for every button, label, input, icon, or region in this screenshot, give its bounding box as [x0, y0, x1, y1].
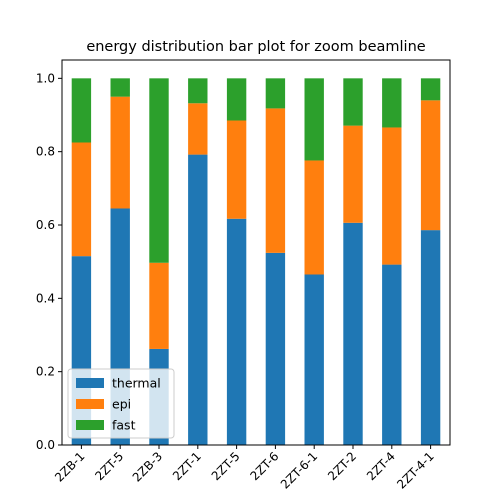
legend: thermal epi fast [67, 368, 175, 439]
legend-swatch-thermal [76, 378, 104, 388]
bar-epi-3 [188, 103, 208, 155]
bar-epi-1 [110, 96, 130, 209]
y-tick-label: 0.0 [36, 438, 55, 452]
x-tick-label: 2ZT-5 [92, 449, 126, 483]
bar-epi-0 [71, 142, 92, 257]
bar-fast-1 [110, 78, 130, 97]
bar-thermal-5 [265, 252, 286, 445]
x-tick-label: 2ZT-6-1 [278, 449, 320, 491]
x-tick-label: 2ZT-4 [364, 449, 398, 483]
x-tick-label: 2ZT-1 [170, 449, 204, 483]
x-tick-label: 2ZT-5 [209, 449, 243, 483]
x-tick-label: 2ZB-3 [130, 449, 165, 484]
x-tick-label: 2ZT-2 [325, 449, 359, 483]
bar-fast-4 [226, 78, 247, 121]
bar-thermal-9 [420, 230, 441, 445]
bar-epi-8 [382, 127, 402, 265]
bar-epi-7 [343, 125, 363, 223]
bar-thermal-4 [226, 218, 247, 445]
x-tick-label: 2ZB-1 [52, 449, 87, 484]
bar-epi-9 [420, 100, 441, 231]
bar-epi-5 [265, 108, 286, 253]
x-tick-label: 2ZT-4-1 [394, 449, 436, 491]
bar-fast-9 [420, 78, 441, 101]
y-tick-label: 0.6 [36, 218, 55, 232]
y-tick-label: 0.4 [36, 291, 55, 305]
legend-swatch-epi [76, 399, 104, 409]
bar-epi-6 [304, 160, 324, 275]
legend-label-fast: fast [112, 418, 136, 433]
bar-epi-4 [226, 120, 247, 219]
bar-thermal-8 [382, 264, 402, 445]
y-tick-label: 1.0 [36, 71, 55, 85]
bar-thermal-7 [343, 222, 363, 445]
legend-swatch-fast [76, 420, 104, 430]
bar-fast-2 [149, 78, 169, 263]
bar-thermal-3 [188, 154, 208, 445]
bar-fast-6 [304, 78, 324, 161]
bar-epi-2 [149, 262, 169, 349]
bar-fast-3 [188, 78, 208, 104]
y-tick-label: 0.8 [36, 145, 55, 159]
legend-label-epi: epi [112, 397, 131, 412]
y-tick-label: 0.2 [36, 365, 55, 379]
bar-fast-8 [382, 78, 402, 128]
bar-fast-7 [343, 78, 363, 126]
x-tick-label: 2ZT-6 [248, 449, 282, 483]
bar-fast-0 [71, 78, 92, 143]
legend-label-thermal: thermal [112, 376, 161, 391]
chart-title: energy distribution bar plot for zoom be… [86, 39, 425, 55]
plot-frame [61, 59, 451, 446]
bar-thermal-6 [304, 274, 324, 445]
bar-fast-5 [265, 78, 286, 109]
